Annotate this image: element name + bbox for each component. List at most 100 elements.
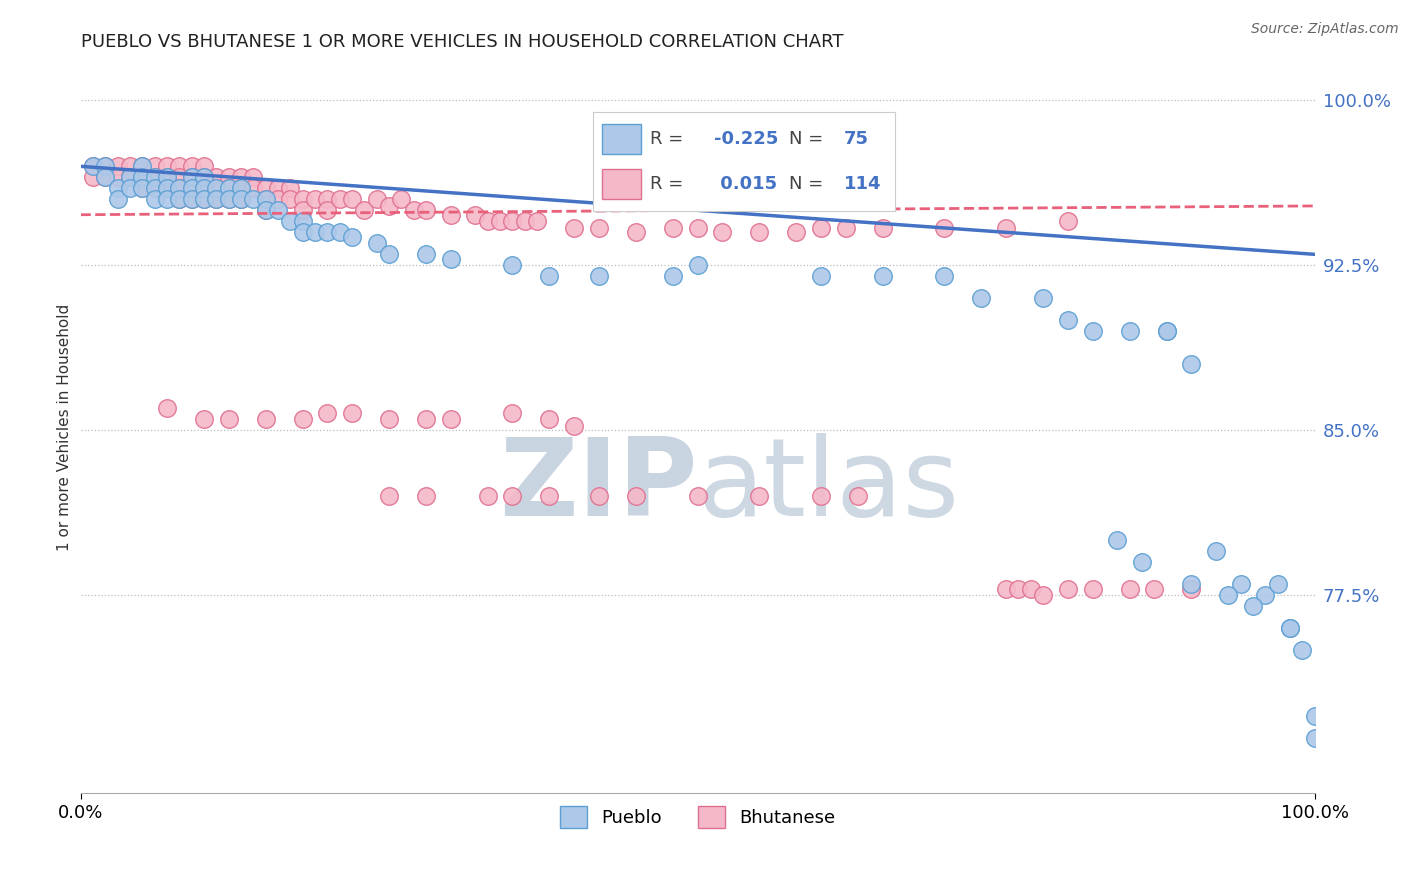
Point [218,170,240,185]
Point [218,181,240,195]
Point [131,159,153,173]
Point [267,181,290,195]
Point [1118,582,1140,596]
Point [107,170,129,185]
Point [686,489,709,503]
Point [415,412,437,426]
Point [229,181,252,195]
Point [415,247,437,261]
Point [316,203,339,218]
Point [193,192,215,206]
Point [278,192,301,206]
Point [94,159,117,173]
Point [588,221,610,235]
Point [378,199,401,213]
Point [193,192,215,206]
Point [562,221,585,235]
Point [1081,582,1104,596]
Point [316,225,339,239]
Point [366,192,388,206]
Point [229,181,252,195]
Text: atlas: atlas [697,433,959,539]
Point [254,412,277,426]
Point [180,181,202,195]
Point [686,221,709,235]
Point [1303,731,1326,746]
Point [143,192,166,206]
Point [205,192,228,206]
Point [686,258,709,272]
Text: Source: ZipAtlas.com: Source: ZipAtlas.com [1251,22,1399,37]
Point [1081,324,1104,338]
Point [464,208,486,222]
Point [711,225,734,239]
Point [205,192,228,206]
Point [1019,582,1042,596]
Point [304,225,326,239]
Text: PUEBLO VS BHUTANESE 1 OR MORE VEHICLES IN HOUSEHOLD CORRELATION CHART: PUEBLO VS BHUTANESE 1 OR MORE VEHICLES I… [80,33,844,51]
Point [107,159,129,173]
Point [440,412,463,426]
Point [180,192,202,206]
Point [131,159,153,173]
Point [205,181,228,195]
Point [131,181,153,195]
Point [278,181,301,195]
Y-axis label: 1 or more Vehicles in Household: 1 or more Vehicles in Household [58,303,72,550]
Point [94,159,117,173]
Point [810,269,832,284]
Point [1205,544,1227,558]
Point [118,170,141,185]
Point [1180,582,1202,596]
Point [624,489,647,503]
Point [205,181,228,195]
Point [229,192,252,206]
Point [242,170,264,185]
Point [970,291,993,305]
Point [1130,555,1153,569]
Point [167,192,190,206]
Point [254,181,277,195]
Point [267,192,290,206]
Point [588,269,610,284]
Point [94,170,117,185]
Point [167,181,190,195]
Point [846,489,869,503]
Point [810,221,832,235]
Legend: Pueblo, Bhutanese: Pueblo, Bhutanese [553,799,842,836]
Point [501,489,523,503]
Point [107,181,129,195]
Point [588,489,610,503]
Point [1007,582,1029,596]
Point [662,269,685,284]
Point [1278,621,1301,635]
Point [254,203,277,218]
Point [1291,643,1313,657]
Point [834,221,856,235]
Point [1118,324,1140,338]
Point [242,192,264,206]
Point [934,221,956,235]
Point [131,181,153,195]
Point [180,170,202,185]
Point [242,181,264,195]
Point [254,192,277,206]
Point [107,192,129,206]
Point [366,236,388,251]
Point [167,170,190,185]
Point [1156,324,1178,338]
Point [1056,582,1078,596]
Point [810,489,832,503]
Point [1107,533,1129,548]
Point [304,192,326,206]
Point [477,214,499,228]
Point [329,225,352,239]
Text: ZIP: ZIP [499,433,697,539]
Point [218,181,240,195]
Point [526,214,548,228]
Point [156,192,179,206]
Point [156,170,179,185]
Point [748,489,770,503]
Point [193,170,215,185]
Point [180,159,202,173]
